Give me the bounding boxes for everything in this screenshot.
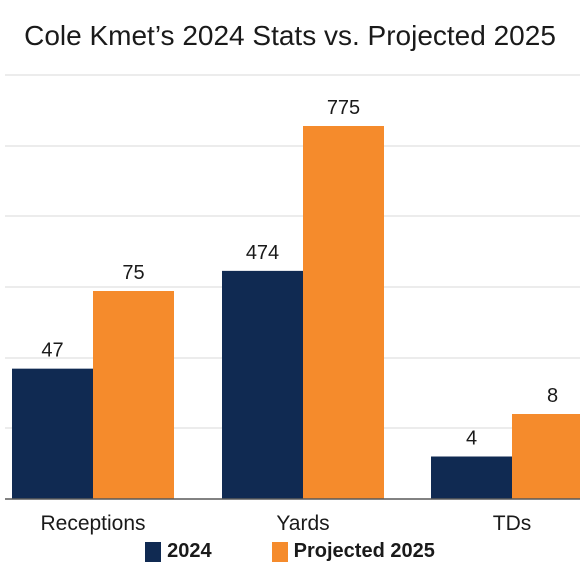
legend-item-projected-2025: Projected 2025 [271, 540, 435, 563]
bar-tds-2024 [431, 456, 512, 499]
data-label-yards-2024: 474 [246, 242, 279, 264]
bar-receptions-2024 [12, 368, 93, 499]
bar-receptions-projected-2025 [93, 291, 174, 499]
data-label-receptions-2024: 47 [41, 340, 63, 362]
data-label-yards-projected-2025: 775 [327, 97, 360, 119]
data-label-tds-projected-2025: 8 [547, 385, 558, 407]
bar-yards-projected-2025 [303, 126, 384, 499]
legend-label-2024: 2024 [167, 540, 212, 562]
legend-swatch-projected-2025 [271, 541, 288, 562]
x-tick-label-yards: Yards [276, 512, 329, 535]
data-label-receptions-projected-2025: 75 [122, 262, 144, 284]
x-tick-label-tds: TDs [493, 512, 532, 535]
data-label-tds-2024: 4 [466, 428, 477, 450]
legend: 2024 Projected 2025 [0, 540, 580, 563]
legend-label-projected-2025: Projected 2025 [293, 540, 435, 562]
bar-yards-2024 [222, 270, 303, 499]
chart-title: Cole Kmet’s 2024 Stats vs. Projected 202… [24, 20, 556, 51]
bar-tds-projected-2025 [512, 414, 580, 499]
x-tick-label-receptions: Receptions [40, 512, 145, 535]
legend-swatch-2024 [145, 541, 162, 562]
legend-item-2024: 2024 [145, 540, 212, 563]
